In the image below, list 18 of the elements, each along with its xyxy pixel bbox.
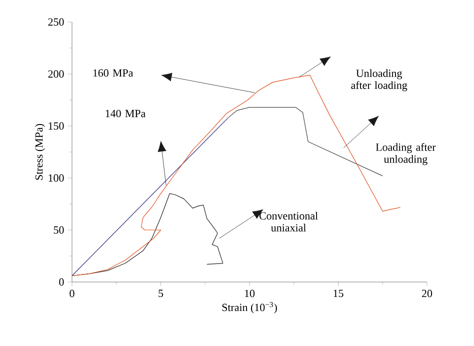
annotation: Unloading after loading [351,69,408,92]
y-tick-label: 250 [48,18,64,26]
x-axis-title: Strain (10$^{−3}$) [222,302,277,314]
x-tick-label: 5 [158,290,164,298]
y-tick-label: 150 [48,122,64,130]
y-tick-label: 0 [59,278,64,286]
x-tick-label: 20 [422,290,432,298]
x-tick-label: 15 [334,290,344,298]
annotation: Conventional uniaxial [259,212,318,232]
x-tick-label: 0 [70,290,74,298]
annotation: 140 MPa [106,110,146,118]
y-tick-label: 200 [48,70,64,78]
y-tick-label: 50 [54,226,64,234]
annotation: Loading after unloading [376,143,436,166]
annotation: 160 MPa [93,69,134,77]
y-axis-title: Stress (MPa) [35,124,45,180]
y-tick-label: 100 [48,174,64,182]
x-tick-label: 10 [244,290,255,298]
